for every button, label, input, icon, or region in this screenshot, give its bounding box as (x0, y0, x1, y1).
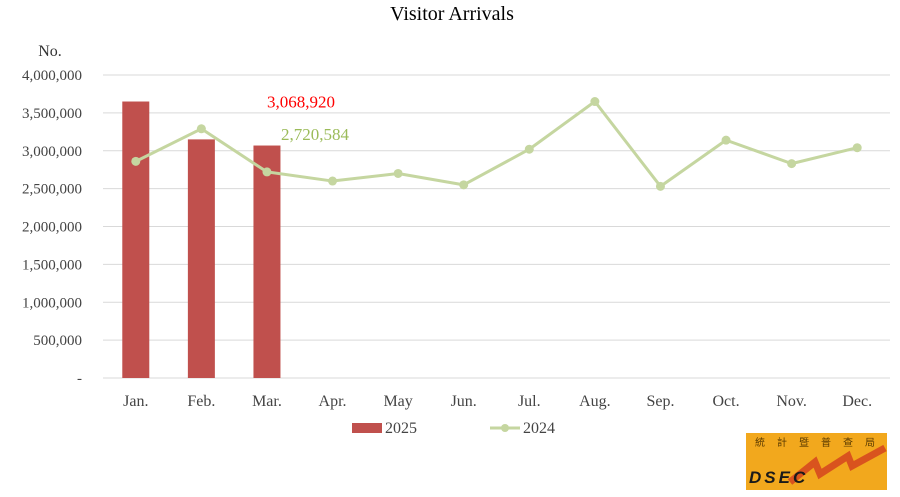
y-axis-label: No. (38, 43, 62, 60)
y-tick-label: 3,500,000 (22, 106, 82, 122)
y-tick-label: 500,000 (33, 333, 82, 349)
y-tick-label: 2,000,000 (22, 220, 82, 236)
chart-title: Visitor Arrivals (390, 3, 514, 25)
line-series-2024 (131, 97, 862, 191)
bar-series-2025 (122, 101, 281, 378)
y-tick-label: - (77, 371, 82, 387)
logo-glyph: 局 (865, 437, 875, 449)
y-tick-label: 1,500,000 (22, 257, 82, 273)
data-label: 2,720,584 (281, 125, 350, 144)
line-point (393, 168, 403, 178)
line-point (196, 124, 206, 134)
x-tick-label: Mar. (252, 393, 282, 410)
logo-glyph: 查 (843, 436, 853, 449)
legend: 2025 2024 (352, 420, 555, 437)
line-point (524, 144, 534, 154)
line-point (131, 156, 141, 166)
line-point (787, 159, 797, 169)
logo-text: DSEC (749, 468, 808, 487)
x-tick-label: Sep. (646, 393, 674, 410)
legend-swatch-2025 (352, 423, 382, 433)
logo-glyph-row: 統計暨普查局 (755, 436, 875, 449)
bar (253, 145, 281, 378)
x-tick-label: Dec. (842, 393, 872, 410)
x-tick-label: Feb. (187, 393, 215, 410)
x-axis-ticks: Jan. Feb. Mar. Apr. May Jun. Jul. Aug. Sep. Oct. N… (123, 393, 872, 410)
logo-glyph: 計 (777, 436, 787, 449)
x-tick-label: Nov. (776, 393, 807, 410)
line-point (852, 143, 862, 153)
data-label: 3,068,920 (267, 93, 335, 112)
line-point (590, 97, 600, 107)
y-tick-label: 4,000,000 (22, 68, 82, 84)
dsec-logo: 統計暨普查局 DSEC (746, 433, 887, 490)
gridlines (103, 74, 890, 379)
line-point (655, 181, 665, 191)
legend-label-2024: 2024 (523, 420, 555, 437)
line-path (135, 100, 858, 188)
x-tick-label: Apr. (319, 393, 347, 410)
line-point (328, 176, 338, 186)
line-point (721, 135, 731, 145)
logo-glyph: 普 (821, 436, 831, 449)
y-tick-label: 3,000,000 (22, 144, 82, 160)
x-tick-label: Aug. (579, 393, 611, 410)
x-tick-label: Jun. (451, 393, 477, 410)
logo-glyph: 暨 (799, 437, 809, 449)
y-tick-label: 2,500,000 (22, 182, 82, 198)
legend-marker-2024 (501, 424, 509, 432)
y-axis-ticks: - 500,000 1,000,000 1,500,000 2,000,000 2,500… (22, 68, 82, 387)
x-tick-label: Jul. (518, 393, 541, 410)
x-tick-label: May (383, 393, 412, 410)
line-point (262, 167, 272, 177)
x-tick-label: Oct. (712, 393, 739, 410)
bar (122, 101, 150, 378)
bar (187, 139, 215, 378)
data-annotations: 3,068,920 2,720,584 (267, 93, 350, 144)
logo-zigzag-icon (787, 444, 887, 485)
logo-glyph: 統 (755, 436, 765, 449)
line-point (459, 180, 469, 190)
y-tick-label: 1,000,000 (22, 295, 82, 311)
x-tick-label: Jan. (123, 393, 148, 410)
legend-label-2025: 2025 (385, 420, 417, 437)
